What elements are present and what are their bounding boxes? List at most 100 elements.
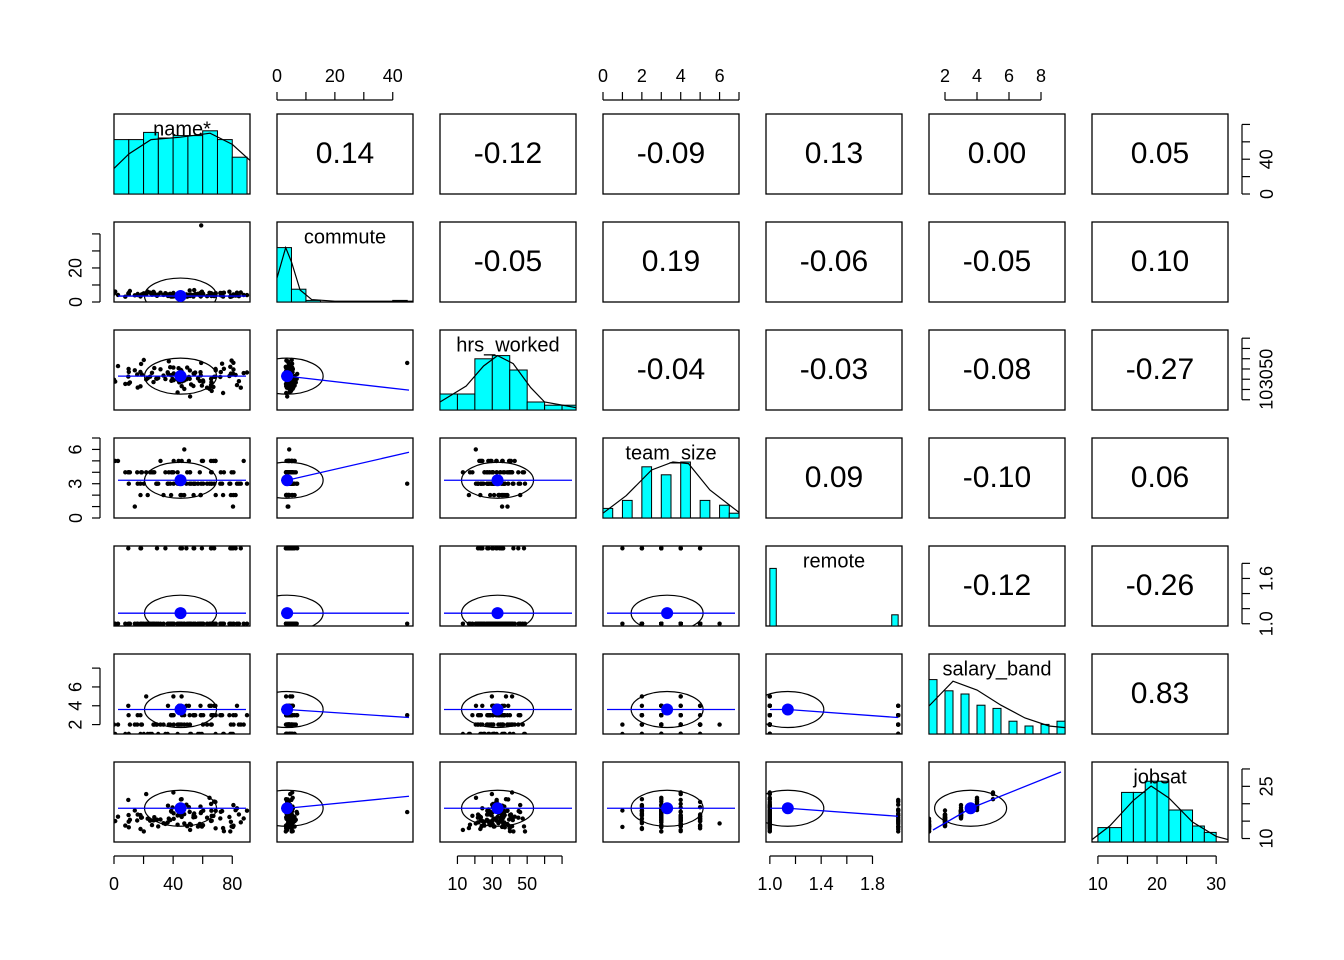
- point: [195, 824, 201, 829]
- panel-r1-c5: [928, 221, 1066, 303]
- panel-r6-c0: [113, 761, 251, 843]
- point: [126, 703, 131, 708]
- centroid-point: [661, 802, 674, 815]
- point: [466, 492, 472, 498]
- point: [639, 731, 645, 734]
- point: [195, 376, 201, 381]
- point: [521, 731, 527, 734]
- point: [678, 621, 683, 626]
- density-curve-commute: [276, 245, 413, 302]
- bottom-tick-label: 10: [1088, 874, 1108, 894]
- point: [678, 694, 683, 699]
- point: [115, 363, 121, 369]
- point: [767, 713, 772, 718]
- right-tick-label: 1.0: [1257, 611, 1277, 636]
- point: [139, 470, 145, 475]
- bottom-tick-label: 0: [109, 874, 119, 894]
- point: [220, 492, 226, 498]
- histogram-bar-salary_band-0: [928, 679, 938, 735]
- bottom-tick-label: 80: [222, 874, 242, 894]
- point: [185, 722, 190, 727]
- scatter-content-r5-c2: [444, 690, 572, 734]
- variable-name-1: commute: [304, 226, 386, 248]
- point: [499, 813, 505, 818]
- point: [521, 546, 527, 551]
- panel-r4-c1: [276, 545, 414, 627]
- point: [485, 808, 490, 813]
- point: [211, 384, 216, 390]
- left-tick-label: 20: [66, 258, 86, 278]
- scatter-content-r6-c1: [277, 789, 410, 834]
- point: [475, 815, 481, 820]
- point: [639, 703, 645, 708]
- point: [218, 470, 223, 475]
- point: [132, 621, 137, 626]
- point: [958, 802, 964, 808]
- loess-line: [281, 451, 410, 481]
- point: [405, 621, 410, 626]
- point: [500, 621, 505, 626]
- point: [145, 492, 150, 498]
- panel-r0-c6: [1091, 113, 1229, 195]
- point: [132, 808, 137, 813]
- right-tick-label: 40: [1257, 149, 1277, 169]
- point: [717, 722, 722, 727]
- point: [220, 390, 226, 396]
- point: [198, 373, 203, 378]
- point: [227, 713, 232, 718]
- point: [467, 822, 473, 827]
- point: [115, 621, 121, 626]
- point: [290, 790, 295, 795]
- histogram-bar-hrs_worked-3: [491, 355, 511, 411]
- top-tick-label: 20: [325, 66, 345, 86]
- point: [485, 470, 490, 475]
- correlation-ellipse: [766, 789, 825, 827]
- point: [292, 492, 297, 498]
- point: [229, 731, 234, 734]
- point: [284, 385, 290, 390]
- point: [236, 621, 242, 626]
- point: [505, 492, 510, 498]
- point: [896, 802, 901, 807]
- scatter-panel-r6-c0: [114, 789, 250, 834]
- point: [138, 546, 144, 551]
- point: [171, 816, 176, 821]
- point: [291, 722, 296, 727]
- point: [126, 713, 131, 718]
- point: [896, 824, 901, 829]
- panel-r5-c6: [1091, 653, 1229, 735]
- point: [291, 546, 296, 551]
- point: [187, 376, 192, 381]
- correlation-r2-c5: -0.08: [963, 353, 1031, 386]
- point: [231, 492, 236, 498]
- panel-r4-c3: [602, 545, 740, 627]
- histogram-bar-name*-2: [143, 131, 159, 195]
- density-curve-team_size: [602, 461, 740, 514]
- histogram-bar-remote-0: [769, 567, 777, 627]
- point: [929, 829, 932, 834]
- point: [292, 731, 297, 734]
- point: [158, 290, 163, 295]
- point: [620, 546, 625, 551]
- histogram-bar-hrs_worked-5: [526, 401, 546, 411]
- point: [221, 366, 227, 371]
- scatter-content-r3-c0: [114, 447, 250, 509]
- point: [499, 731, 505, 734]
- point: [218, 374, 223, 380]
- point: [522, 829, 528, 834]
- point: [659, 713, 664, 718]
- point: [522, 481, 528, 486]
- point: [475, 481, 481, 486]
- panel-r2-c0: [113, 329, 251, 411]
- point: [168, 481, 173, 486]
- point: [697, 824, 703, 829]
- top-tick-label: 2: [940, 66, 950, 86]
- histogram-bar-remote-2: [891, 614, 899, 627]
- point: [659, 815, 664, 820]
- point: [138, 492, 143, 498]
- point: [510, 621, 515, 626]
- bottom-tick-label: 30: [1206, 874, 1226, 894]
- point: [521, 824, 527, 829]
- point: [218, 369, 223, 375]
- point: [678, 801, 683, 807]
